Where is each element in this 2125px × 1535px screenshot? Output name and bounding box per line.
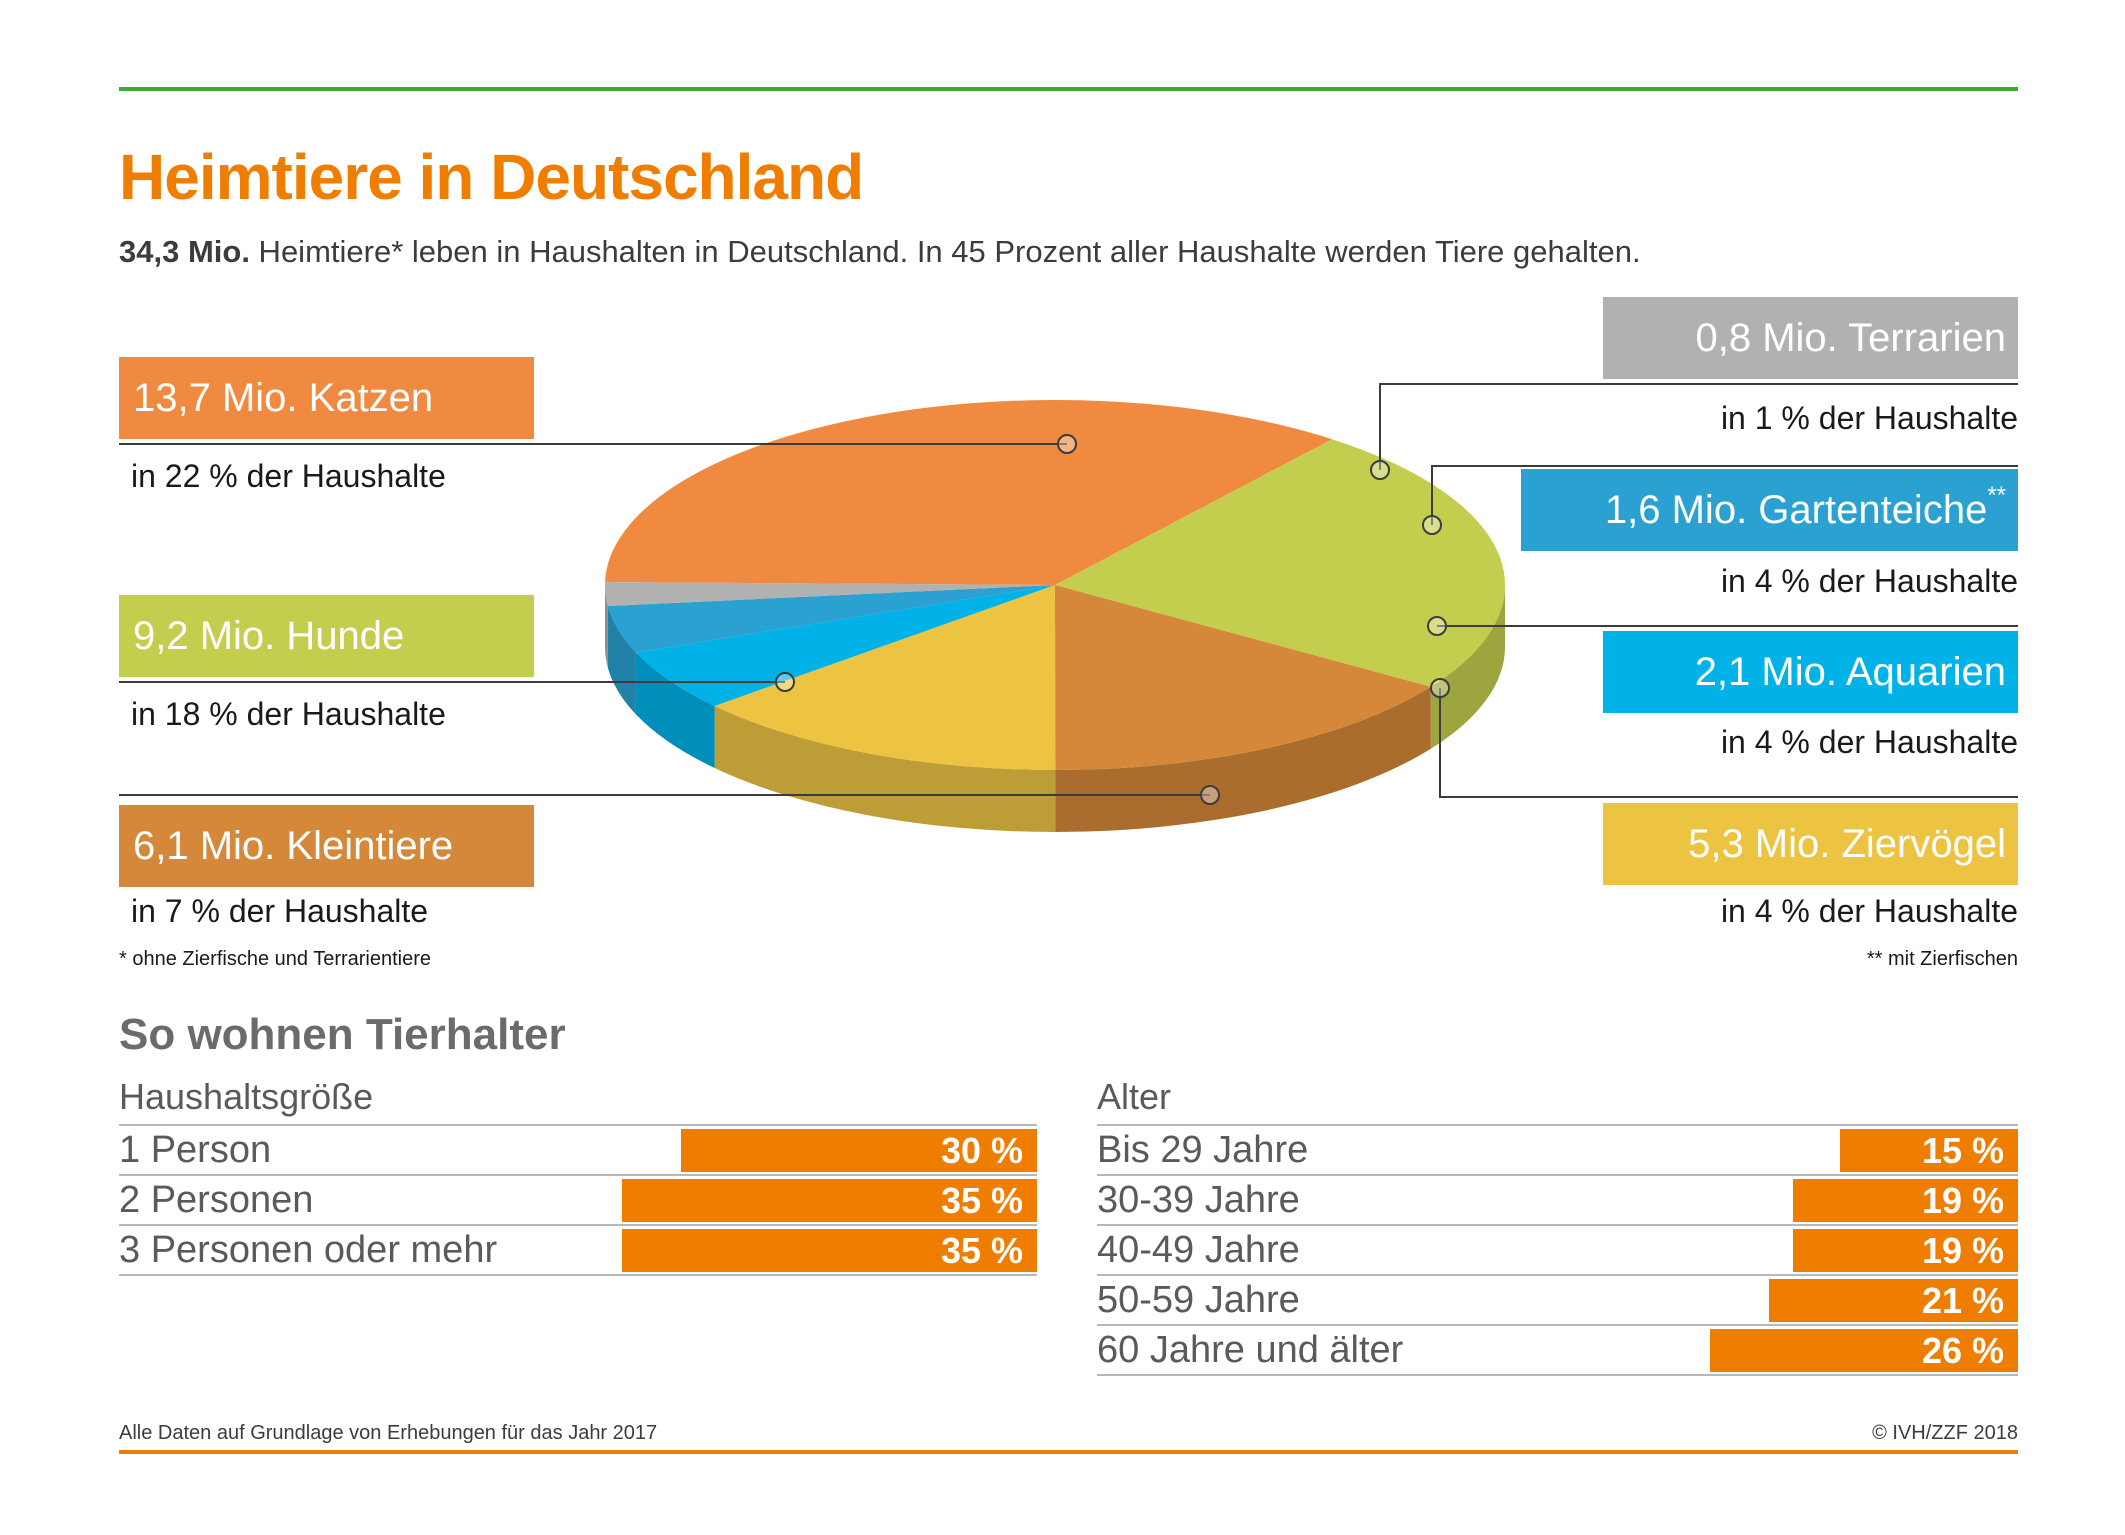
label-katzen: 13,7 Mio. Katzen [119,357,534,439]
label-gartenteiche: 1,6 Mio. Gartenteiche** [1521,469,2018,551]
sublabel-kleintiere: in 7 % der Haushalte [131,893,429,929]
household-row: 2 Personen 35 % [119,1176,1037,1226]
age-row-label: 40-49 Jahre [1097,1229,1300,1271]
label-terrarien: 0,8 Mio. Terrarien [1603,297,2018,379]
pie-slice-katzen [605,400,1333,585]
pie-chart [119,383,2018,833]
bottom-rule [119,1450,2018,1454]
pie-side-ziervoegel [714,706,1056,833]
pie-side-gartenteiche [607,606,636,715]
age-row-label: 50-59 Jahre [1097,1279,1300,1321]
pie-slice-gartenteiche [607,585,1055,653]
pie-slice-ziervoegel [714,585,1056,770]
age-bar-value: 19 % [1921,1180,2004,1221]
household-row-label: 1 Person [119,1129,272,1171]
subtitle-text: Heimtiere* leben in Haushalten in Deutsc… [249,234,1641,269]
age-row-label: Bis 29 Jahre [1097,1129,1309,1171]
label-aquarien: 2,1 Mio. Aquarien [1603,631,2018,713]
household-row-label: 2 Personen [119,1179,314,1221]
label-gartenteiche-text: 1,6 Mio. Gartenteiche [1604,488,1988,532]
leader-dot-kleintiere [1200,785,1220,805]
section-title: So wohnen Tierhalter [119,1010,566,1059]
age-table: Bis 29 Jahre 15 % 30-39 Jahre 19 % 40-49 Jah… [1097,1124,2018,1376]
household-bar: 30 % [681,1129,1037,1172]
pie-side-terrarien [605,585,608,669]
pie-side-hunde [1430,585,1505,749]
sublabel-ziervoegel: in 4 % der Haushalte [1720,893,2018,929]
label-ziervoegel: 5,3 Mio. Ziervögel [1603,803,2018,885]
age-row: Bis 29 Jahre 15 % [1097,1126,2018,1176]
label-hunde: 9,2 Mio. Hunde [119,595,534,677]
age-bar: 19 % [1793,1179,2018,1222]
age-bar-value: 15 % [1921,1130,2004,1171]
leader-dot-ziervoegel [1430,678,1450,698]
leader-dot-katzen [1057,434,1077,454]
page-title: Heimtiere in Deutschland [119,141,864,213]
age-bar: 26 % [1710,1329,2018,1372]
subtitle-total: 34,3 Mio. [119,234,250,269]
leader-line-gartenteiche [1431,465,2018,525]
age-top-line [1097,1124,2018,1126]
sublabel-aquarien: in 4 % der Haushalte [1720,724,2018,760]
household-top-line [119,1124,1037,1126]
pie-slice-terrarien [605,582,1055,607]
age-bar: 21 % [1769,1279,2018,1322]
label-gartenteiche-mark: ** [1987,482,2006,509]
age-heading: Alter [1097,1076,1172,1117]
leader-line-terrarien [1379,383,2018,470]
household-row: 1 Person 30 % [119,1126,1037,1176]
label-kleintiere: 6,1 Mio. Kleintiere [119,805,534,887]
household-bar-value: 30 % [940,1130,1023,1171]
pie-slice-hunde [1055,439,1506,687]
footnote-right: ** mit Zierfischen [1866,948,2018,970]
age-row: 40-49 Jahre 19 % [1097,1226,2018,1276]
sublabel-gartenteiche: in 4 % der Haushalte [1720,563,2018,599]
leader-line-ziervoegel [1439,688,2018,798]
age-row: 60 Jahre und älter 26 % [1097,1326,2018,1376]
pie-slice-kleintiere [1055,585,1431,770]
household-row-label: 3 Personen oder mehr [119,1229,498,1271]
household-bar: 35 % [622,1229,1037,1272]
footnote-left: * ohne Zierfische und Terrarientiere [119,948,432,970]
household-bar: 35 % [622,1179,1037,1222]
household-heading: Haushaltsgröße [119,1076,374,1117]
age-row-label: 60 Jahre und älter [1097,1329,1404,1371]
top-rule [119,87,2018,91]
household-table: 1 Person 30 % 2 Personen 35 % 3 Personen ode… [119,1124,1037,1276]
age-row-label: 30-39 Jahre [1097,1179,1300,1221]
leader-dot-terrarien [1370,460,1390,480]
age-row: 50-59 Jahre 21 % [1097,1276,2018,1326]
age-bar-value: 21 % [1921,1280,2004,1321]
age-bar: 15 % [1840,1129,2018,1172]
leader-dot-gartenteiche [1422,515,1442,535]
age-bar-value: 19 % [1921,1230,2004,1271]
leader-dot-hunde [775,672,795,692]
footer-copyright: © IVH/ZZF 2018 [1872,1422,2018,1444]
pie-slice-aquarien [635,585,1055,707]
age-row: 30-39 Jahre 19 % [1097,1176,2018,1226]
household-bar-value: 35 % [940,1180,1023,1221]
sublabel-katzen: in 22 % der Haushalte [131,458,446,494]
age-bar: 19 % [1793,1229,2018,1272]
sublabel-hunde: in 18 % der Haushalte [131,696,446,732]
footer-source: Alle Daten auf Grundlage von Erhebungen … [119,1422,658,1444]
leader-dot-aquarien [1427,616,1447,636]
household-bar-value: 35 % [940,1230,1023,1271]
page-subtitle: 34,3 Mio. Heimtiere* leben in Haushalten… [119,234,1641,270]
age-bar-value: 26 % [1921,1330,2004,1371]
household-row: 3 Personen oder mehr 35 % [119,1226,1037,1276]
sublabel-terrarien: in 1 % der Haushalte [1720,400,2018,436]
